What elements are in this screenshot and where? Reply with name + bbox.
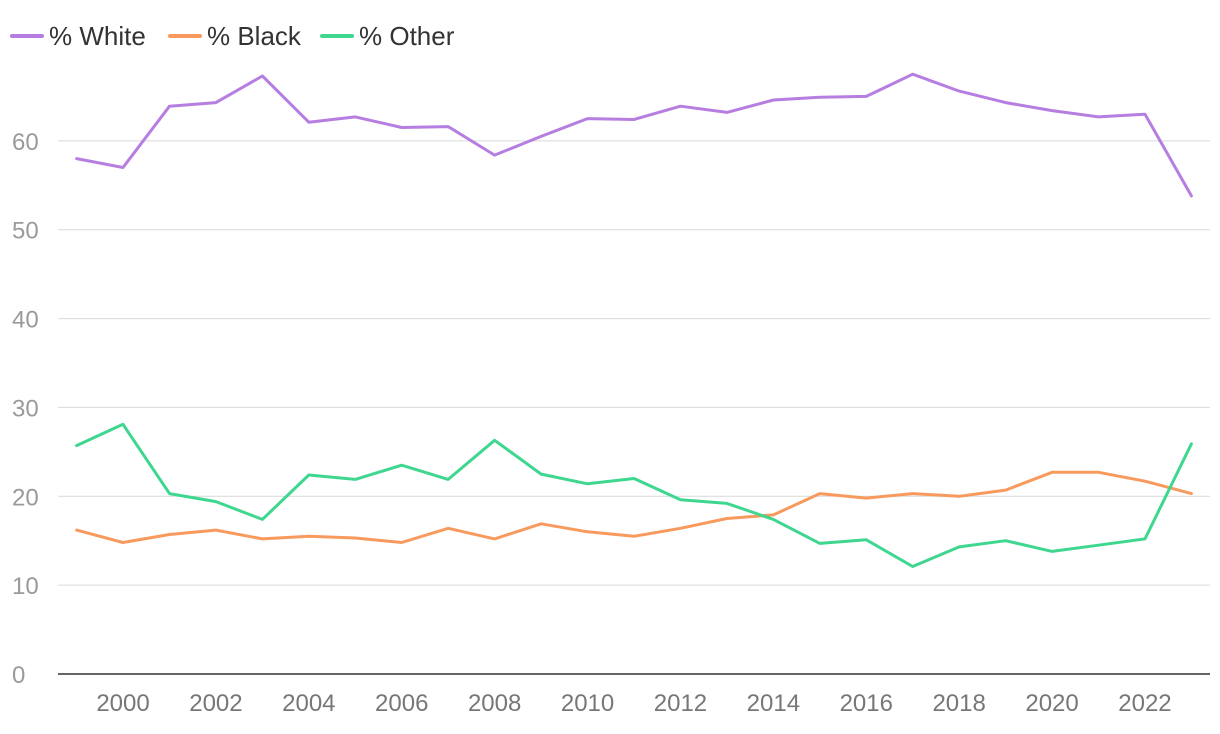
y-tick-label-50: 50	[12, 218, 39, 245]
legend: % White % Black % Other	[10, 21, 455, 51]
y-tick-label-40: 40	[12, 307, 39, 334]
legend-item-white: % White	[10, 21, 146, 51]
legend-label-white: % White	[49, 21, 146, 51]
x-tick-label-2020: 2020	[1025, 690, 1078, 717]
series-line-white	[75, 72, 1193, 198]
y-tick-label-10: 10	[12, 573, 39, 600]
legend-label-black: % Black	[207, 21, 302, 51]
series-line-black	[75, 470, 1193, 544]
x-tick-label-2002: 2002	[189, 690, 242, 717]
x-tick-label-2016: 2016	[840, 690, 893, 717]
x-tick-label-2004: 2004	[282, 690, 335, 717]
y-tick-label-0: 0	[12, 662, 25, 689]
x-tick-label-2006: 2006	[375, 690, 428, 717]
legend-label-other: % Other	[359, 21, 455, 51]
x-tick-label-2012: 2012	[654, 690, 707, 717]
x-tick-label-2008: 2008	[468, 690, 521, 717]
x-tick-label-2000: 2000	[96, 690, 149, 717]
legend-item-other: % Other	[320, 21, 455, 51]
x-tick-label-2014: 2014	[747, 690, 800, 717]
y-axis: 0 10 20 30 40 50 60	[12, 129, 39, 689]
legend-item-black: % Black	[168, 21, 302, 51]
y-tick-label-30: 30	[12, 395, 39, 422]
series-line-other	[75, 422, 1193, 568]
x-tick-label-2018: 2018	[932, 690, 985, 717]
y-tick-label-60: 60	[12, 129, 39, 156]
x-tick-label-2022: 2022	[1118, 690, 1171, 717]
gridlines	[58, 140, 1210, 675]
y-tick-label-20: 20	[12, 484, 39, 511]
x-tick-label-2010: 2010	[561, 690, 614, 717]
series-lines	[75, 72, 1193, 568]
x-axis: 2000 2002 2004 2006 2008 2010 2012 2014 2016 2018…	[96, 690, 1171, 717]
